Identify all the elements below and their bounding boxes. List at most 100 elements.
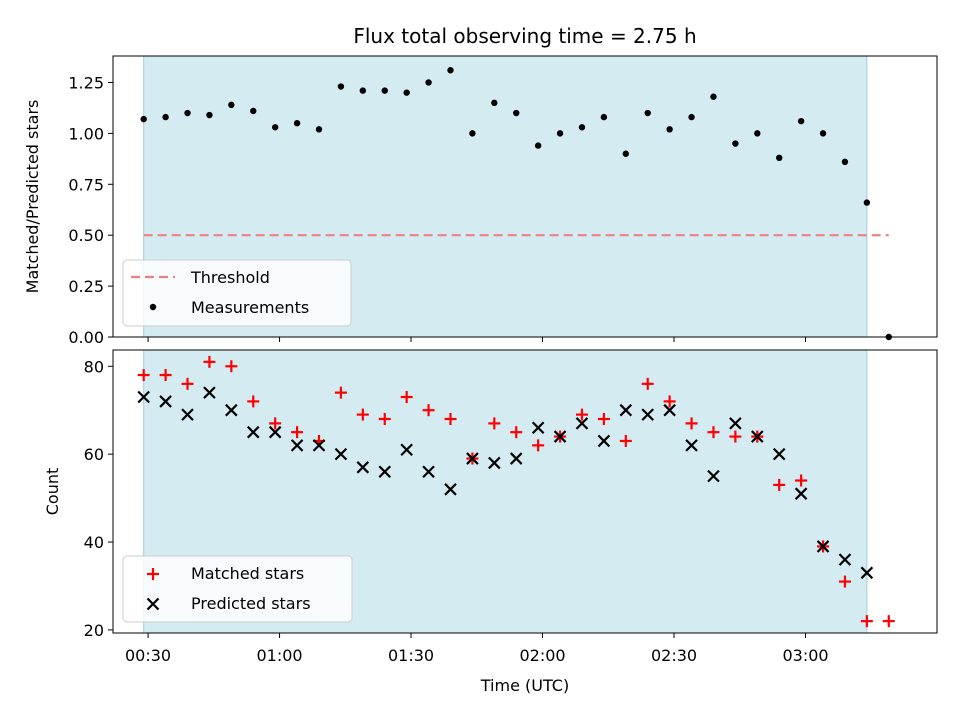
matched-star-point	[378, 412, 391, 425]
measurement-point	[315, 126, 323, 133]
y-tick-label: 40	[84, 533, 104, 552]
predicted-star-point	[838, 553, 852, 566]
measurement-point	[491, 99, 498, 107]
matched-star-point	[291, 426, 304, 439]
matched-star-point	[641, 377, 654, 390]
measurement-point	[688, 113, 695, 121]
matched-star-point	[707, 426, 720, 439]
measurement-point	[206, 111, 213, 119]
matched-star-point	[488, 417, 501, 430]
count-y-axis-label: Count	[43, 468, 62, 516]
matched-star-point	[159, 369, 172, 382]
matched-star-point	[510, 426, 523, 439]
measurement-point	[250, 107, 257, 115]
x-tick-label: 02:30	[651, 646, 697, 665]
matched-star-point	[334, 386, 347, 399]
matched-star-point	[247, 395, 260, 408]
y-tick-label: 0.50	[68, 226, 104, 245]
measurement-point	[754, 130, 761, 137]
predicted-star-point	[619, 403, 633, 417]
measurement-point	[271, 124, 279, 131]
measurement-point	[381, 87, 388, 94]
predicted-star-point	[159, 395, 172, 408]
measurement-point	[732, 140, 739, 147]
predicted-star-point	[509, 452, 523, 465]
predicted-star-point	[729, 417, 742, 430]
predicted-star-point	[663, 403, 676, 417]
predicted-star-point	[685, 439, 698, 452]
matched-star-point	[203, 355, 216, 368]
predicted-star-point	[531, 421, 545, 435]
measurement-point	[776, 154, 783, 162]
matched-stars-legend-marker	[147, 568, 159, 580]
measurement-point	[337, 83, 345, 90]
x-tick-label: 01:00	[256, 646, 302, 665]
matched-star-point	[400, 391, 413, 404]
count-legend-box	[122, 555, 353, 623]
measurement-point	[513, 109, 520, 117]
y-tick-label: 0.00	[68, 328, 104, 347]
matched-star-point	[685, 417, 698, 430]
predicted-stars-legend-marker	[146, 597, 160, 611]
ratio-panel-frame	[112, 55, 938, 338]
predicted-star-point	[641, 408, 655, 421]
predicted-star-point	[312, 439, 326, 452]
matched-star-point	[860, 615, 873, 628]
predicted-star-point	[751, 430, 764, 443]
predicted-star-point	[181, 408, 194, 421]
y-tick-label: 1.25	[68, 73, 104, 92]
y-tick-label: 0.25	[68, 277, 104, 296]
y-tick-label: 1.00	[68, 124, 104, 143]
predicted-star-point	[597, 434, 611, 448]
matched-star-point	[575, 408, 588, 421]
measurement-point	[140, 115, 147, 123]
matched-star-point	[773, 478, 786, 491]
predicted-star-point	[466, 452, 479, 465]
predicted-star-point	[772, 447, 786, 461]
predicted-star-point	[860, 566, 874, 580]
measurement-point	[447, 67, 454, 74]
chart-title: Flux total observing time = 2.75 h	[353, 24, 696, 48]
predicted-stars-legend-label: Predicted stars	[191, 594, 311, 613]
matched-star-point	[356, 408, 369, 421]
predicted-star-point	[422, 465, 435, 479]
predicted-star-point	[400, 443, 413, 457]
x-axis-label: Time (UTC)	[480, 676, 569, 695]
measurement-point	[534, 142, 542, 149]
predicted-star-point	[444, 483, 457, 496]
predicted-star-point	[553, 430, 567, 443]
matched-star-point	[795, 474, 808, 487]
measurement-point	[425, 79, 432, 86]
matched-star-point	[838, 575, 851, 588]
predicted-star-point	[225, 403, 238, 417]
predicted-star-point	[794, 487, 808, 500]
matched-star-point	[532, 439, 545, 452]
predicted-star-point	[378, 465, 392, 479]
measurement-point	[600, 113, 608, 121]
predicted-star-point	[246, 425, 260, 439]
measurement-point	[403, 89, 410, 96]
measurement-point	[228, 101, 235, 109]
predicted-star-point	[575, 417, 589, 430]
measurement-point	[710, 93, 717, 100]
x-tick-label: 01:30	[388, 646, 434, 665]
matched-star-point	[882, 615, 895, 628]
matched-star-point	[269, 417, 282, 430]
y-tick-label: 80	[84, 357, 104, 376]
count-panel-frame	[112, 349, 938, 634]
matched-stars-legend-label: Matched stars	[191, 564, 304, 583]
measurement-point	[622, 150, 630, 157]
matched-star-point	[597, 412, 610, 425]
ratio-panel: 0.00 0.25 0.50 0.75 1.00 1.25 Flux total obse…	[23, 24, 938, 347]
y-tick-label: 60	[84, 445, 104, 464]
predicted-star-point	[816, 540, 830, 553]
y-tick-label: 0.75	[68, 175, 104, 194]
matched-star-point	[225, 360, 238, 373]
x-tick-label: 03:00	[782, 646, 828, 665]
predicted-star-point	[203, 386, 216, 399]
matched-star-point	[181, 377, 194, 390]
ratio-legend-box	[122, 259, 352, 327]
ratio-y-axis-label: Matched/Predicted stars	[23, 100, 42, 294]
